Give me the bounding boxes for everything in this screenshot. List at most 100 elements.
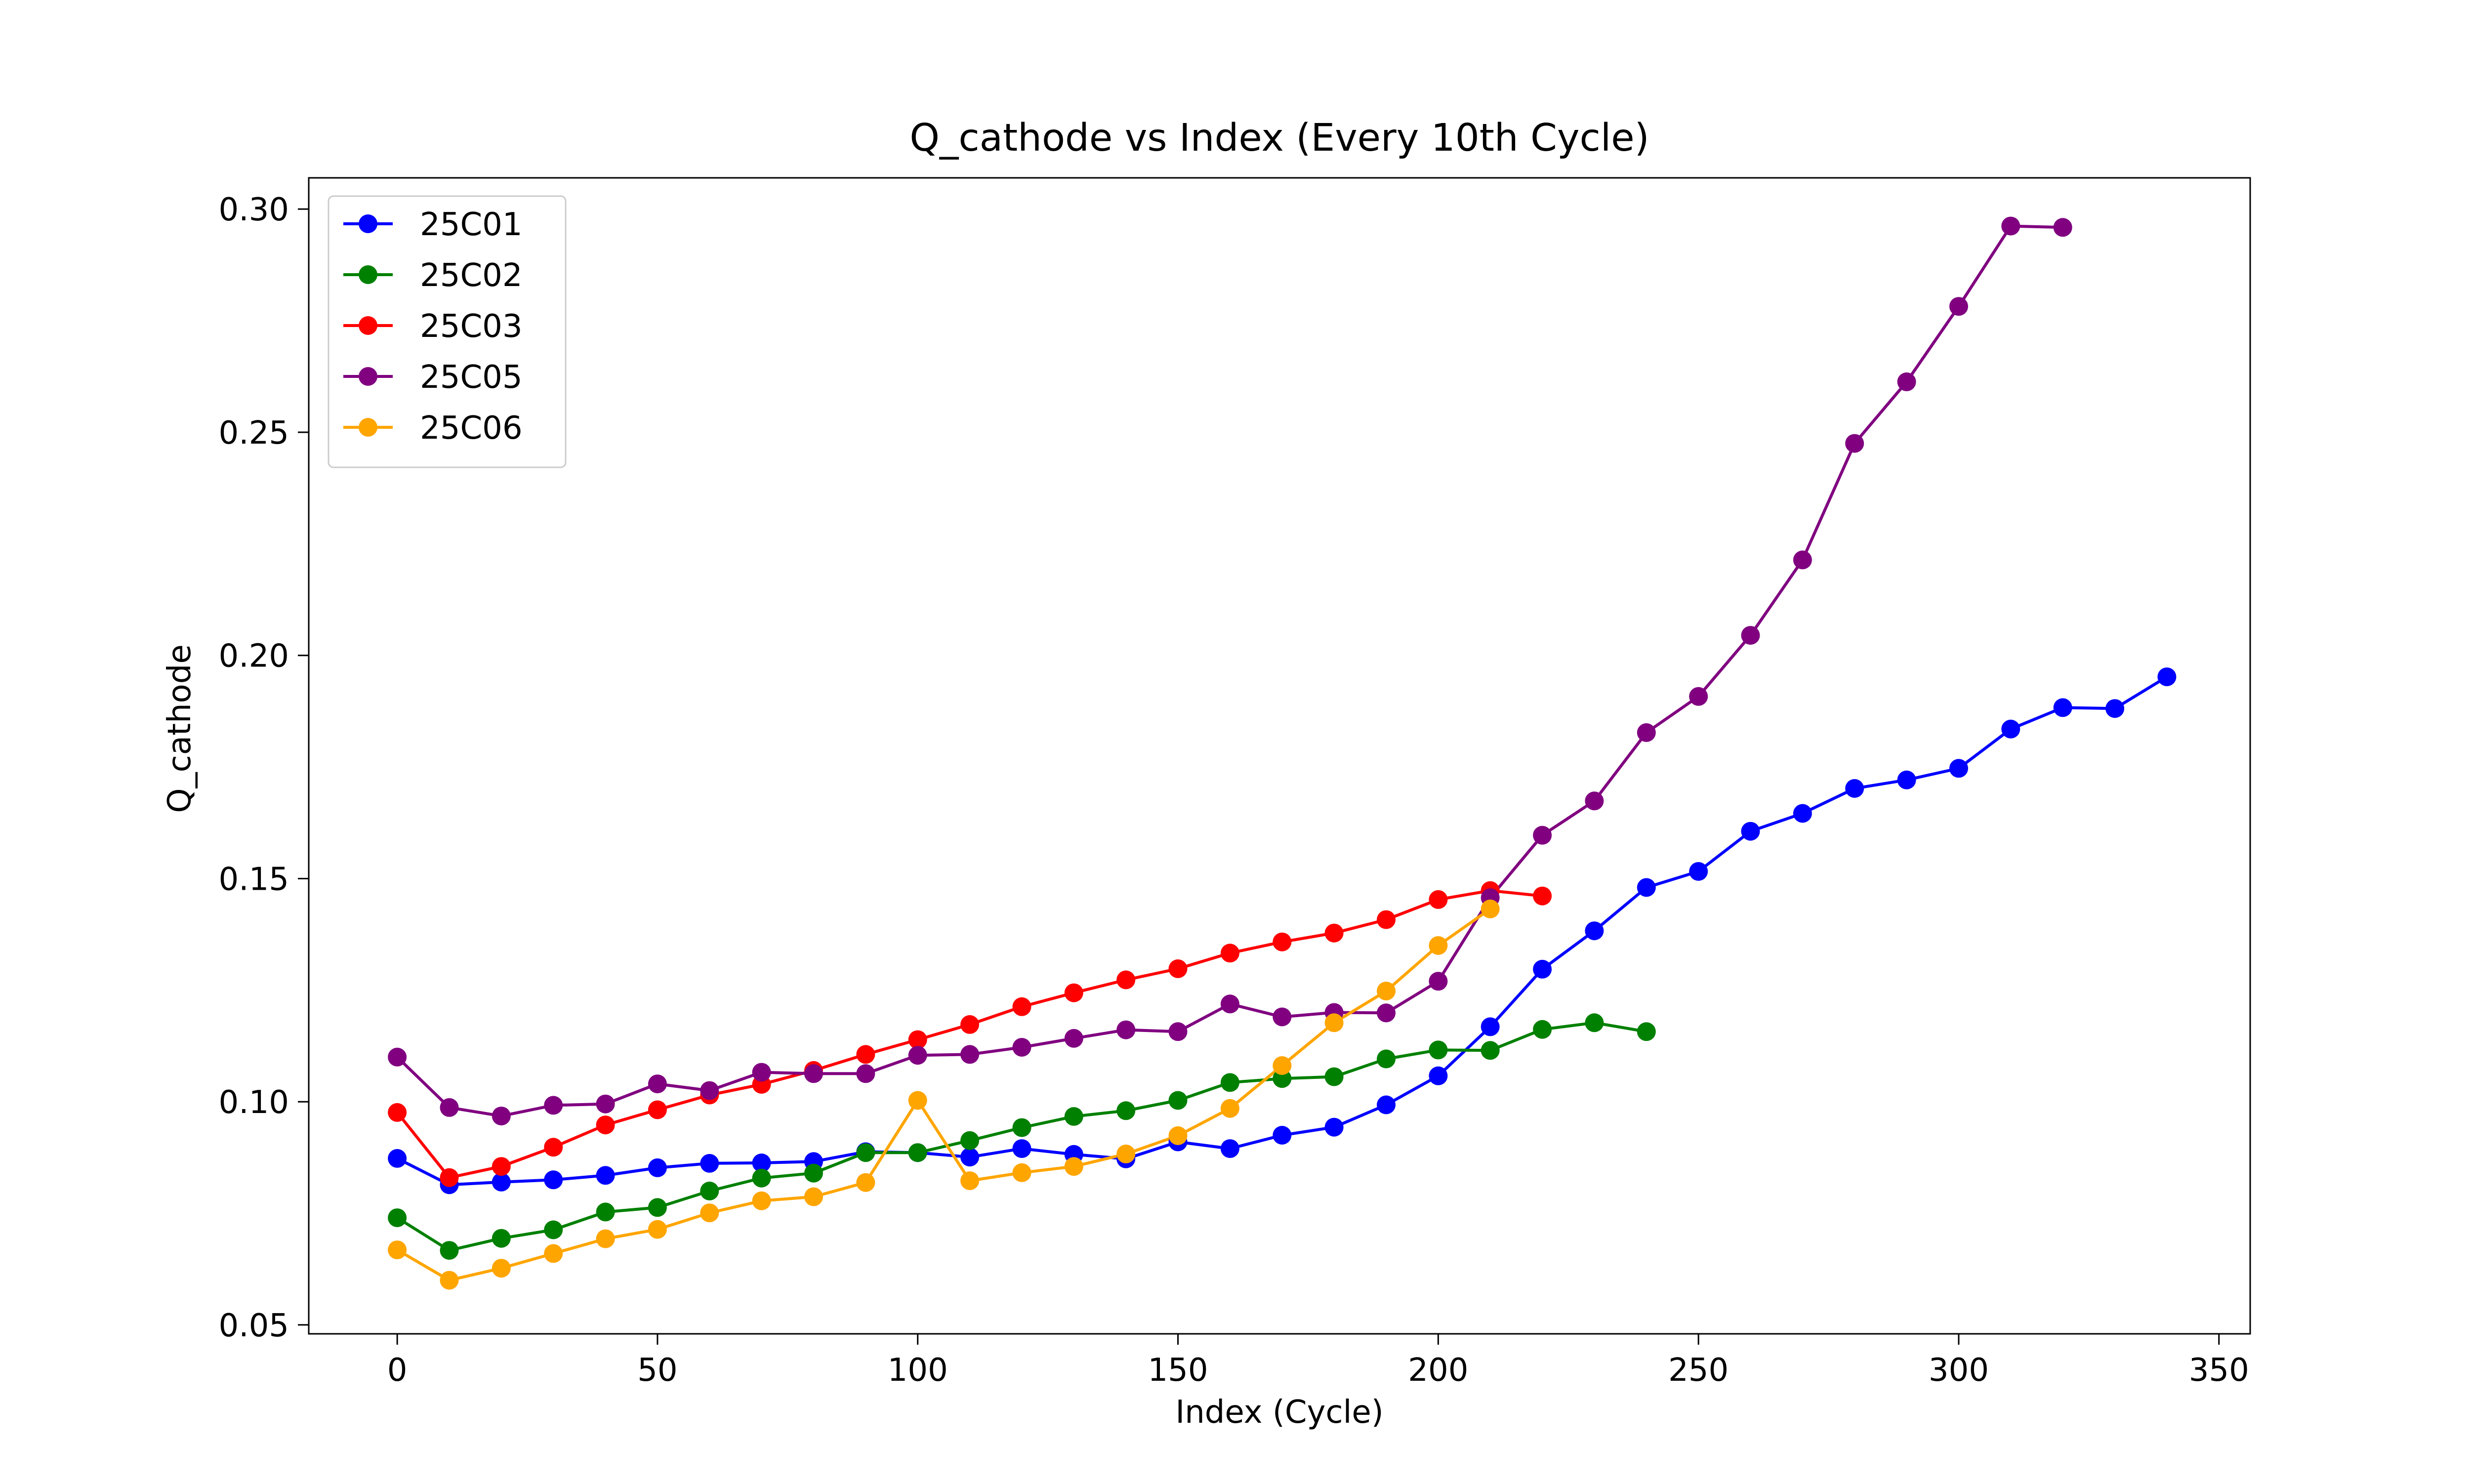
y-tick-label: 0.15 xyxy=(219,861,289,898)
data-point xyxy=(1273,1056,1292,1075)
series-markers-25c05 xyxy=(388,216,2072,1126)
x-tick-label: 350 xyxy=(2189,1352,2249,1389)
data-point xyxy=(1273,1069,1292,1088)
data-point xyxy=(1012,1163,1031,1182)
data-point xyxy=(1637,878,1656,897)
data-point xyxy=(2053,218,2072,237)
data-point xyxy=(804,1187,823,1206)
data-point xyxy=(1168,1022,1188,1041)
data-point xyxy=(1377,982,1396,1001)
data-point xyxy=(700,1203,719,1223)
data-point xyxy=(1897,372,1916,391)
data-point xyxy=(1064,983,1083,1002)
data-point xyxy=(856,1064,875,1083)
data-point xyxy=(1220,1073,1239,1092)
data-point xyxy=(1220,944,1239,963)
data-point xyxy=(1116,1144,1136,1163)
data-point xyxy=(1012,1118,1031,1137)
data-point xyxy=(492,1259,511,1278)
data-point xyxy=(1220,1139,1239,1158)
data-point xyxy=(1741,626,1760,645)
data-point xyxy=(492,1107,511,1126)
data-point xyxy=(752,1168,771,1188)
data-point xyxy=(596,1229,615,1248)
data-point xyxy=(960,1148,980,1167)
data-point xyxy=(1377,1049,1396,1069)
series-markers-25c06 xyxy=(388,899,1500,1290)
legend-marker-swatch xyxy=(359,265,377,284)
data-point xyxy=(1689,862,1708,881)
data-point xyxy=(544,1244,563,1263)
series-line-25c06 xyxy=(396,907,1492,1282)
x-axis-ticks: 0 50 100 150 200 250 300 350 xyxy=(387,1334,2249,1389)
data-point xyxy=(648,1198,667,1217)
data-point xyxy=(1116,1020,1136,1039)
data-point xyxy=(1168,1091,1188,1110)
data-point xyxy=(908,1143,927,1162)
data-point xyxy=(700,1081,719,1100)
data-point xyxy=(908,1091,927,1110)
x-tick-label: 300 xyxy=(1929,1352,1989,1389)
y-tick-label: 0.20 xyxy=(219,638,289,675)
data-point xyxy=(1012,1139,1031,1158)
data-point xyxy=(648,1100,667,1119)
data-point xyxy=(1637,1022,1656,1041)
data-point xyxy=(1429,1066,1448,1085)
data-point xyxy=(1273,1007,1292,1027)
series-markers-25c02 xyxy=(388,1013,1656,1260)
data-point xyxy=(1012,1038,1031,1057)
data-point xyxy=(1585,1013,1604,1032)
y-tick-label: 0.25 xyxy=(219,415,289,452)
data-point xyxy=(544,1138,563,1157)
data-point xyxy=(596,1094,615,1113)
data-point xyxy=(1897,770,1916,789)
data-point xyxy=(960,1131,980,1150)
legend-label: 25C02 xyxy=(420,257,523,294)
legend-label: 25C05 xyxy=(420,359,523,396)
data-point xyxy=(440,1098,459,1117)
data-point xyxy=(1949,297,1968,316)
data-point xyxy=(388,1103,407,1122)
x-tick-label: 100 xyxy=(888,1352,948,1389)
x-tick-label: 0 xyxy=(387,1352,408,1389)
data-point xyxy=(1429,890,1448,909)
x-tick-label: 250 xyxy=(1668,1352,1729,1389)
legend-marker-swatch xyxy=(359,418,377,437)
data-point xyxy=(648,1074,667,1094)
data-point xyxy=(1741,822,1760,841)
data-point xyxy=(1481,1041,1500,1060)
data-point xyxy=(1064,1029,1083,1048)
data-point xyxy=(2105,699,2125,718)
data-point xyxy=(492,1172,511,1192)
legend-item-25c05: 25C05 xyxy=(343,359,523,396)
data-point xyxy=(1533,886,1552,906)
data-point xyxy=(596,1166,615,1185)
data-point xyxy=(2157,667,2177,687)
data-point xyxy=(2053,698,2072,717)
data-point xyxy=(596,1202,615,1222)
data-point xyxy=(648,1220,667,1239)
data-point xyxy=(1845,779,1864,798)
legend-label: 25C06 xyxy=(420,410,523,447)
data-point xyxy=(544,1220,563,1239)
data-point xyxy=(1793,550,1812,570)
data-point xyxy=(648,1158,667,1177)
data-point xyxy=(752,1154,771,1172)
data-point xyxy=(1585,791,1604,811)
y-tick-label: 0.30 xyxy=(219,192,289,228)
data-point xyxy=(752,1191,771,1210)
data-point xyxy=(856,1173,875,1192)
legend-marker-swatch xyxy=(359,367,377,386)
data-point xyxy=(804,1064,823,1083)
data-point xyxy=(908,1046,927,1065)
data-point xyxy=(1324,1013,1344,1032)
y-tick-label: 0.10 xyxy=(219,1084,289,1121)
data-point xyxy=(388,1149,407,1168)
data-point xyxy=(596,1115,615,1135)
legend-item-25c02: 25C02 xyxy=(343,257,523,294)
data-point xyxy=(1845,434,1864,453)
data-point xyxy=(1481,1017,1500,1036)
data-point xyxy=(1481,899,1500,918)
